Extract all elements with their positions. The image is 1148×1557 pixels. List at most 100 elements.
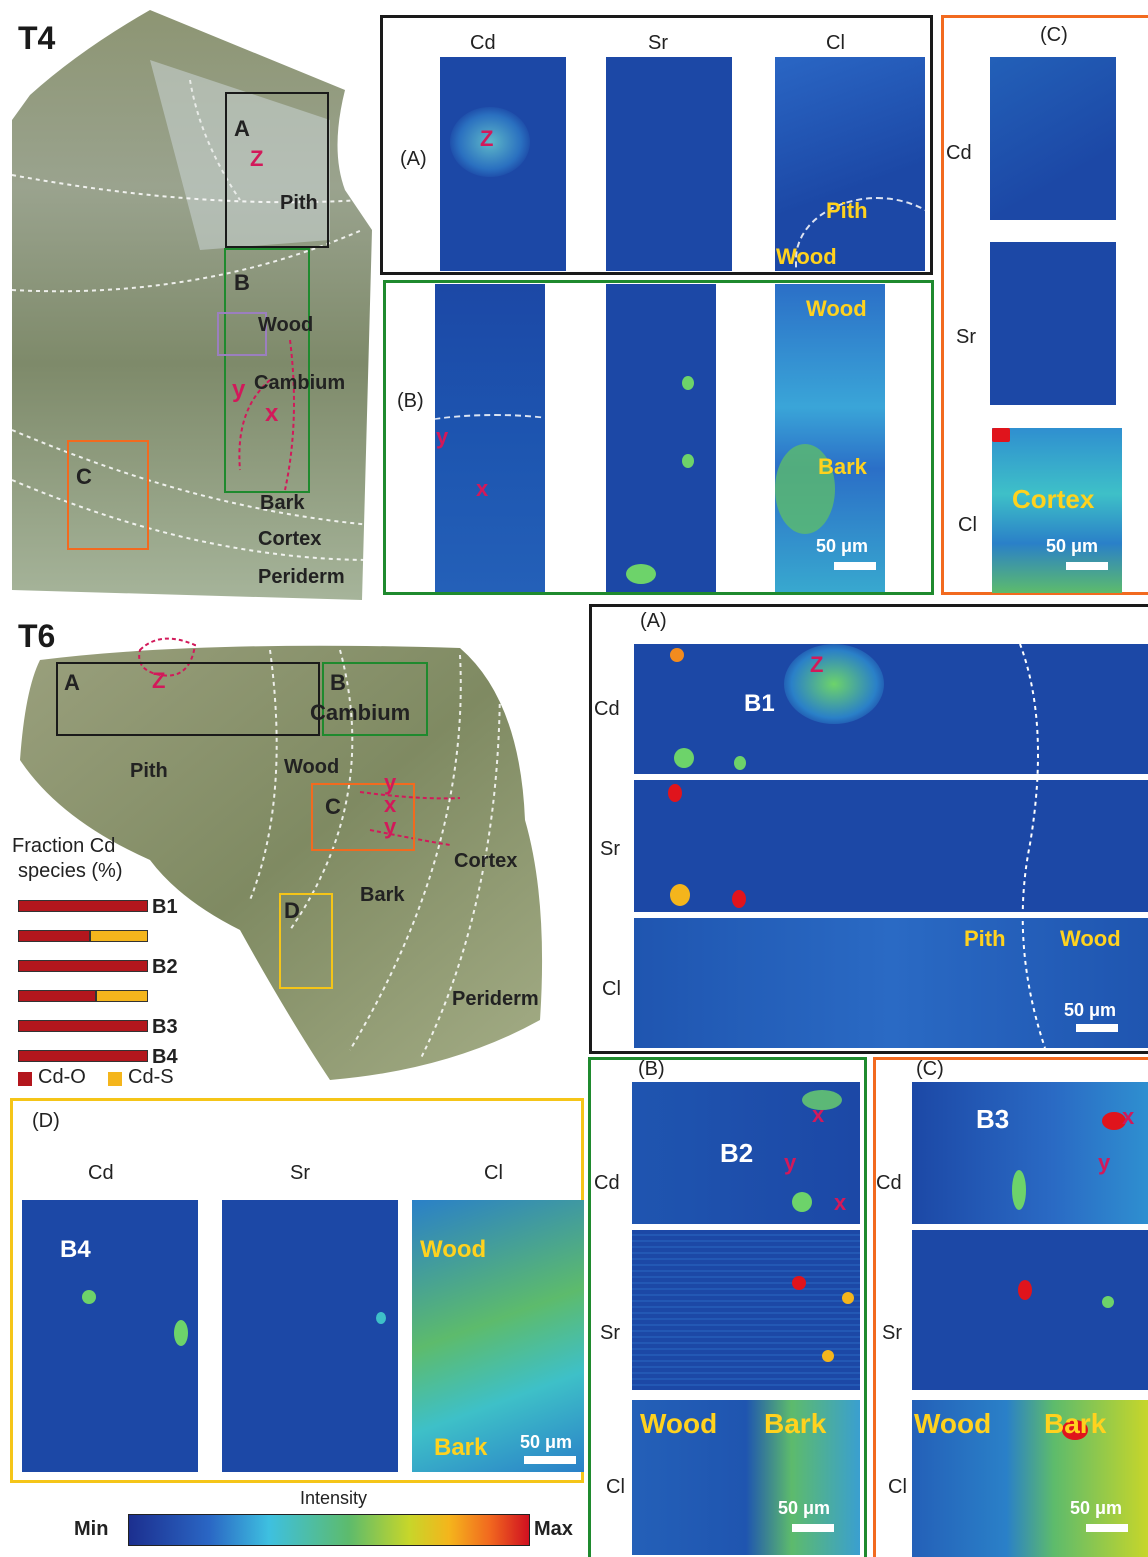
t6-b-scale: 50 μm (778, 1498, 831, 1518)
t4-col-sr: Sr (648, 32, 668, 54)
t6-label-y2: y (384, 814, 397, 839)
fraction-title-2: species (%) (18, 860, 123, 882)
t6-a-cd-map (634, 644, 1148, 774)
t4-panel-c-label: (C) (1040, 24, 1068, 46)
t6-label-cortex: Cortex (454, 850, 518, 872)
t6-c-bark: Bark (1044, 1408, 1107, 1439)
fraction-bar-cd-o (18, 960, 148, 972)
t4-label-x: x (265, 400, 279, 427)
t6-a-scale: 50 μm (1064, 1000, 1117, 1020)
t4-c-row-cd: Cd (946, 142, 972, 164)
t6-d-cl-map (412, 1200, 584, 1472)
fraction-bar-label: B4 (152, 1046, 178, 1068)
t6-panel-a-frame (589, 604, 1148, 1054)
t6-label-b: B (330, 670, 346, 695)
fraction-bar-label: B2 (152, 956, 178, 978)
t6-panel-c-frame (873, 1057, 1148, 1557)
t6-b-bark: Bark (764, 1408, 827, 1439)
t6-b-row-cd: Cd (594, 1172, 620, 1194)
fraction-bar-label: B1 (152, 896, 178, 918)
t6-label-a: A (64, 670, 80, 695)
fraction-bar-cd-o (18, 930, 90, 942)
fraction-bar-cd-o (18, 900, 148, 912)
fraction-title-1: Fraction Cd (12, 835, 116, 857)
t4-b-scale-bar (834, 562, 876, 570)
t4-b-y: y (436, 424, 449, 449)
t4-marker-box (217, 312, 267, 356)
t4-c-sr-map (990, 242, 1116, 405)
t6-d-col-cd: Cd (88, 1162, 114, 1184)
t6-b-sr-map (632, 1230, 860, 1390)
t4-a-cl-map (775, 57, 925, 271)
t4-b-wood: Wood (806, 296, 867, 321)
t6-region-c-box (311, 783, 415, 851)
t6-b-scale-bar (792, 1524, 834, 1532)
t6-a-cl-map (634, 918, 1148, 1048)
fraction-bar-cd-o (18, 1020, 148, 1032)
t6-panel-c-label: (C) (916, 1058, 944, 1080)
t4-b-x: x (476, 476, 489, 501)
t4-label-bark: Bark (260, 492, 305, 514)
t6-b-y: y (784, 1150, 797, 1175)
t6-b-cd-map (632, 1082, 860, 1224)
t6-c-row-sr: Sr (882, 1322, 902, 1344)
t4-panel-a-label: (A) (400, 148, 427, 170)
fraction-bar-cd-o (18, 1050, 148, 1062)
t6-d-col-sr: Sr (290, 1162, 310, 1184)
t6-c-scale-bar (1086, 1524, 1128, 1532)
fraction-bar-label: B3 (152, 1016, 178, 1038)
t4-region-b-box (224, 248, 310, 493)
t4-label-pith: Pith (280, 192, 318, 214)
t6-c-sr-map (912, 1230, 1148, 1390)
t4-a-z: Z (480, 126, 494, 151)
t4-label-cambium: Cambium (254, 372, 346, 394)
t6-label-cambium: Cambium (310, 700, 411, 725)
t4-photo (0, 0, 380, 600)
t4-col-cd: Cd (470, 32, 496, 54)
t6-c-wood: Wood (914, 1408, 992, 1439)
t6-label-pith: Pith (130, 760, 168, 782)
t4-title: T4 (18, 20, 56, 56)
t6-region-b-box (322, 662, 428, 736)
t4-b-bark: Bark (818, 454, 867, 479)
t6-c-x: x (1122, 1104, 1135, 1129)
t6-a-scale-bar (1076, 1024, 1118, 1032)
t6-label-y1: y (384, 770, 397, 795)
t6-label-z: Z (152, 668, 166, 693)
t6-panel-a-label: (A) (640, 610, 667, 632)
t6-c-row-cl: Cl (888, 1476, 907, 1498)
t4-label-c: C (76, 464, 92, 489)
t6-d-col-cl: Cl (484, 1162, 503, 1184)
t4-a-cd-map (440, 57, 566, 271)
t4-region-a-box (225, 92, 329, 248)
t4-b-sr-map (606, 284, 716, 592)
t6-label-wood: Wood (284, 756, 340, 778)
t4-c-row-sr: Sr (956, 326, 976, 348)
legend-cd-o-swatch (18, 1072, 32, 1086)
t4-b-cl-map (775, 284, 885, 592)
t6-b-x1: x (812, 1102, 825, 1127)
t4-c-cortex: Cortex (1012, 484, 1095, 514)
t6-region-a-box (56, 662, 320, 736)
t6-b-row-cl: Cl (606, 1476, 625, 1498)
t4-c-cd-map (990, 57, 1116, 220)
t6-label-d: D (284, 898, 300, 923)
t4-col-cl: Cl (826, 32, 845, 54)
t6-d-bark: Bark (434, 1434, 488, 1461)
legend-cd-o: Cd-O (38, 1066, 86, 1088)
t4-region-c-box (67, 440, 149, 550)
t6-c-scale: 50 μm (1070, 1498, 1123, 1518)
t6-title: T6 (18, 618, 56, 654)
t4-a-sr-map (606, 57, 732, 271)
t6-a-row-sr: Sr (600, 838, 620, 860)
t6-a-row-cl: Cl (602, 978, 621, 1000)
t4-label-z: Z (250, 146, 264, 171)
t6-a-b1: B1 (744, 690, 775, 717)
t6-d-b4: B4 (60, 1236, 91, 1263)
t6-panel-b-frame (588, 1057, 867, 1557)
t6-b-row-sr: Sr (600, 1322, 620, 1344)
t4-label-wood: Wood (258, 314, 314, 336)
t6-c-cd-map (912, 1082, 1148, 1224)
legend-cd-s: Cd-S (128, 1066, 174, 1088)
t4-label-periderm: Periderm (258, 566, 345, 588)
